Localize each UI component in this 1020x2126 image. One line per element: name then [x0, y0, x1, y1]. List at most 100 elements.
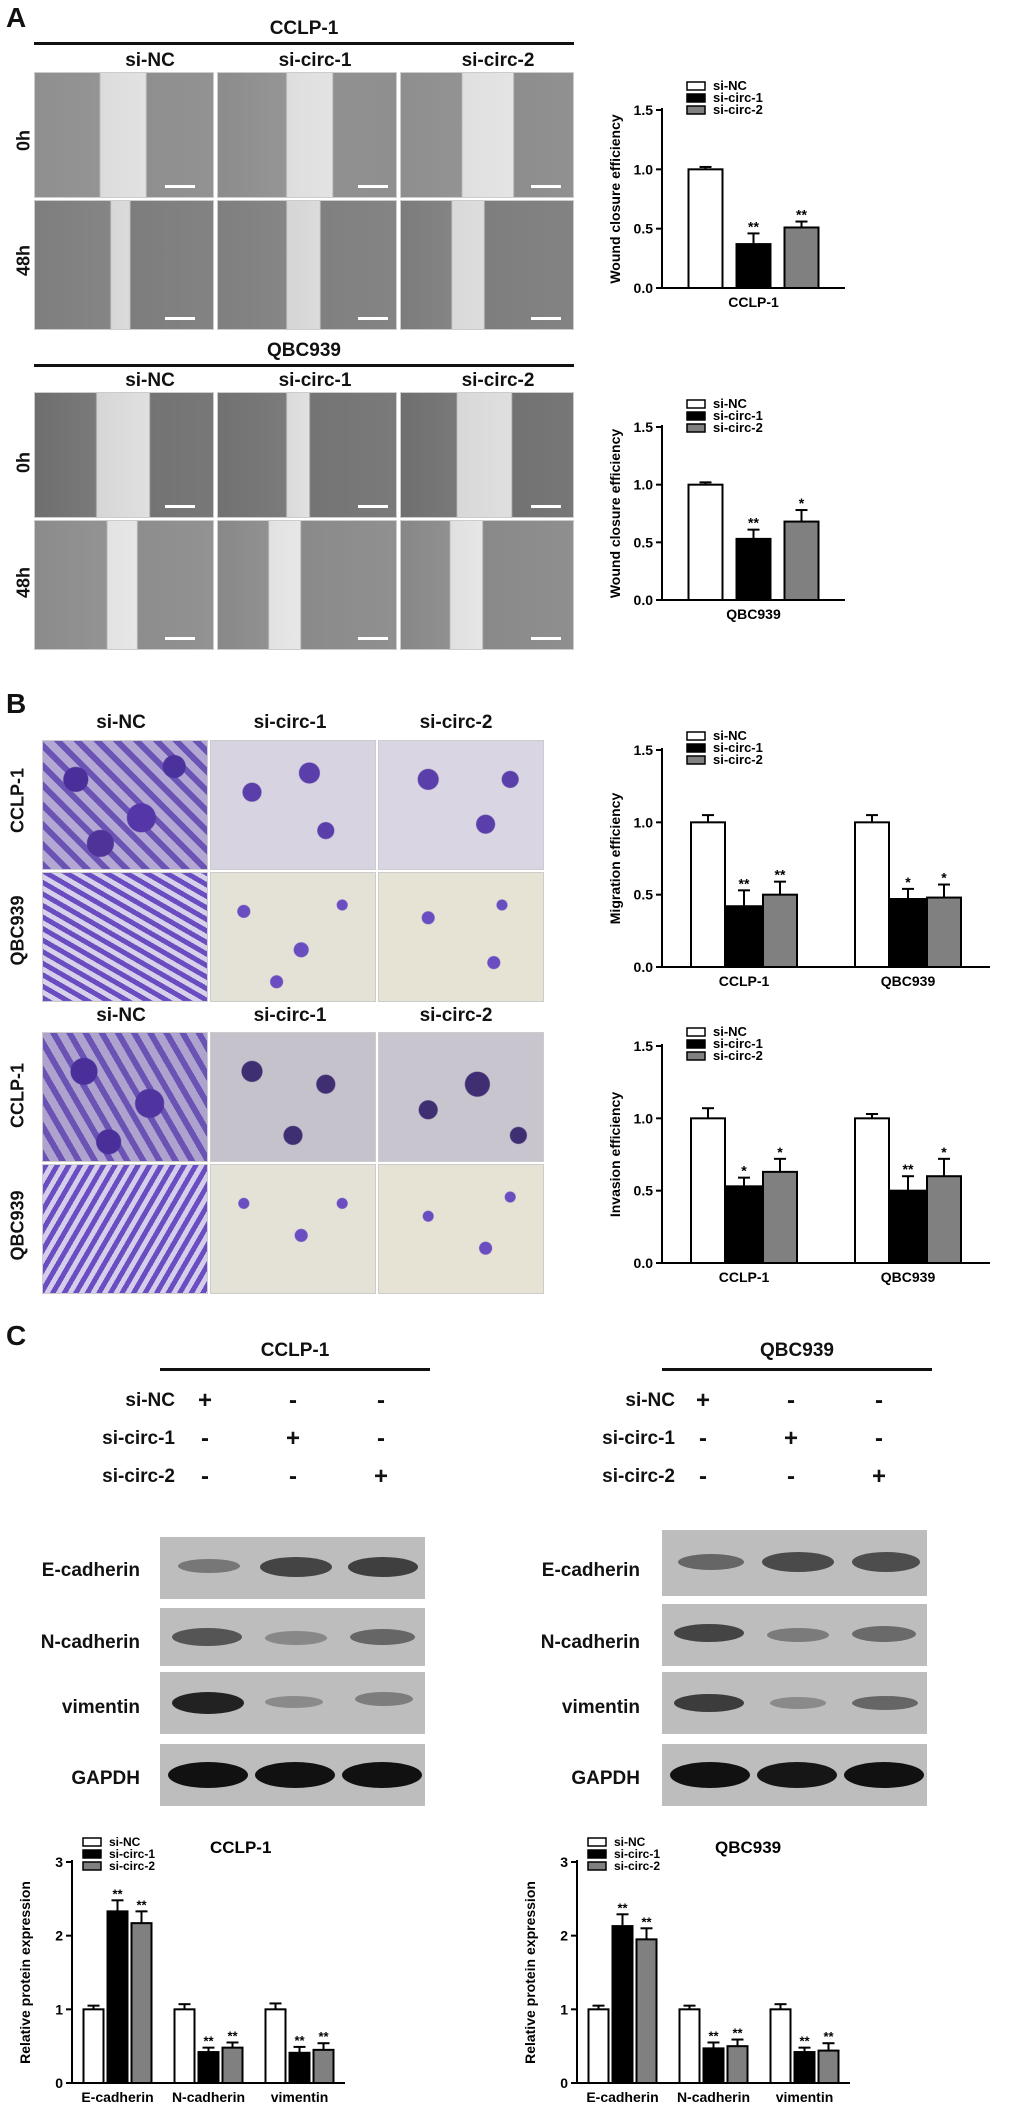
y-axis-label: Invasion efficiency: [607, 1092, 623, 1217]
treat-label: si-circ-2: [602, 1466, 675, 1487]
y-tick-label: 0.5: [634, 221, 654, 237]
y-tick-label: 2: [560, 1928, 568, 1944]
legend-swatch: [686, 399, 706, 409]
bar: [288, 2051, 311, 2084]
y-tick-label: 0.5: [634, 1183, 654, 1199]
legend-label: si-circ-1: [713, 90, 763, 105]
sign: +: [783, 1425, 798, 1452]
bar: [793, 2051, 816, 2084]
protein-label: vimentin: [561, 1697, 640, 1718]
bar: [106, 1910, 129, 2084]
transwell-image: [210, 1164, 376, 1294]
sign: -: [289, 1463, 297, 1490]
significance-label: *: [777, 1144, 783, 1160]
chart-protein-cclp1: 0 1 2 3 Relative protein expression CCLP-1 ** *…: [17, 1835, 345, 2105]
x-tick-label: vimentin: [776, 2089, 834, 2105]
significance-label: **: [739, 875, 750, 891]
wound-image: [34, 72, 214, 198]
blot-gapdh: [662, 1744, 927, 1806]
bar: [130, 1922, 153, 2085]
x-tick-label: QBC939: [881, 973, 936, 989]
legend-swatch: [587, 1861, 607, 1871]
transwell-image: [210, 872, 376, 1002]
y-tick-label: 3: [55, 1854, 63, 1870]
y-tick-label: 0.0: [634, 959, 654, 975]
title-rule: [662, 1368, 932, 1371]
bar: [735, 537, 772, 602]
sign: -: [201, 1463, 209, 1490]
western-qbc939-title: QBC939: [760, 1340, 834, 1361]
bar: [197, 2051, 220, 2084]
bar: [726, 2045, 749, 2085]
row-label: QBC939: [7, 895, 28, 966]
transwell-image: [42, 1164, 208, 1294]
bar: [690, 1117, 726, 1265]
wound-qbc939-title: QBC939: [267, 340, 341, 361]
legend-label: si-NC: [109, 1835, 141, 1849]
legend-label: si-circ-1: [614, 1847, 660, 1861]
significance-label: **: [748, 515, 759, 531]
legend-swatch: [686, 93, 706, 103]
transwell-image: [378, 1164, 544, 1294]
legend-label: si-circ-1: [713, 1036, 763, 1051]
title-rule: [160, 1368, 430, 1371]
row-label: CCLP-1: [7, 768, 28, 834]
group-label: si-circ-2: [419, 1005, 493, 1026]
legend-swatch: [686, 1051, 706, 1061]
x-tick-label: QBC939: [726, 606, 781, 622]
bar: [854, 1117, 890, 1265]
y-tick-label: 1.0: [634, 814, 654, 830]
legend-swatch: [686, 105, 706, 115]
treat-label: si-circ-1: [102, 1428, 175, 1449]
bar: [735, 243, 772, 290]
chart-wound-cclp1: 0.0 0.5 1.0 1.5 Wound closure efficiency ** **…: [607, 78, 845, 310]
bar: [687, 483, 724, 601]
legend-swatch: [82, 1849, 102, 1859]
y-tick-label: 0.5: [634, 534, 654, 550]
significance-label: *: [941, 870, 947, 886]
legend-swatch: [82, 1837, 102, 1847]
wound-cclp1-title: CCLP-1: [269, 18, 339, 39]
y-axis-label: Relative protein expression: [17, 1881, 33, 2064]
significance-label: **: [748, 218, 759, 234]
y-tick-label: 1.0: [634, 477, 654, 493]
sign: -: [875, 1387, 883, 1414]
bar: [783, 226, 820, 289]
significance-label: **: [796, 207, 807, 223]
significance-label: *: [799, 495, 805, 511]
y-tick-label: 1.0: [634, 1110, 654, 1126]
significance-label: **: [112, 1886, 123, 1901]
legend-label: si-circ-2: [109, 1859, 155, 1873]
y-tick-label: 0.0: [634, 280, 654, 296]
significance-label: *: [741, 1163, 747, 1179]
bar: [221, 2046, 244, 2084]
y-tick-label: 3: [560, 1854, 568, 1870]
protein-label: vimentin: [61, 1697, 140, 1718]
x-tick-label: QBC939: [881, 1269, 936, 1285]
chart-title: CCLP-1: [210, 1838, 271, 1857]
significance-label: **: [708, 2028, 719, 2043]
y-tick-label: 1.5: [634, 742, 654, 758]
legend-swatch: [587, 1837, 607, 1847]
y-tick-label: 1.5: [634, 419, 654, 435]
y-tick-label: 1.5: [634, 1038, 654, 1054]
bar: [312, 2048, 335, 2085]
significance-label: **: [775, 867, 786, 883]
row-label: 48h: [13, 566, 34, 599]
y-axis-label: Wound closure efficiency: [607, 429, 623, 599]
bar: [82, 2008, 105, 2084]
blot-gapdh: [160, 1744, 425, 1806]
panel-letter-c: C: [6, 1320, 27, 1351]
bar: [726, 1185, 762, 1264]
protein-label: E-cadherin: [41, 1560, 140, 1581]
wound-image: [217, 72, 397, 198]
sign: +: [695, 1387, 710, 1414]
y-tick-label: 2: [55, 1928, 63, 1944]
group-label: si-NC: [96, 712, 146, 733]
legend-label: si-NC: [713, 1024, 748, 1039]
treat-label: si-NC: [125, 1390, 175, 1411]
row-label: 0h: [13, 130, 34, 152]
group-label: si-circ-1: [278, 50, 352, 71]
chart-title: QBC939: [715, 1838, 781, 1857]
group-label: si-NC: [96, 1005, 146, 1026]
